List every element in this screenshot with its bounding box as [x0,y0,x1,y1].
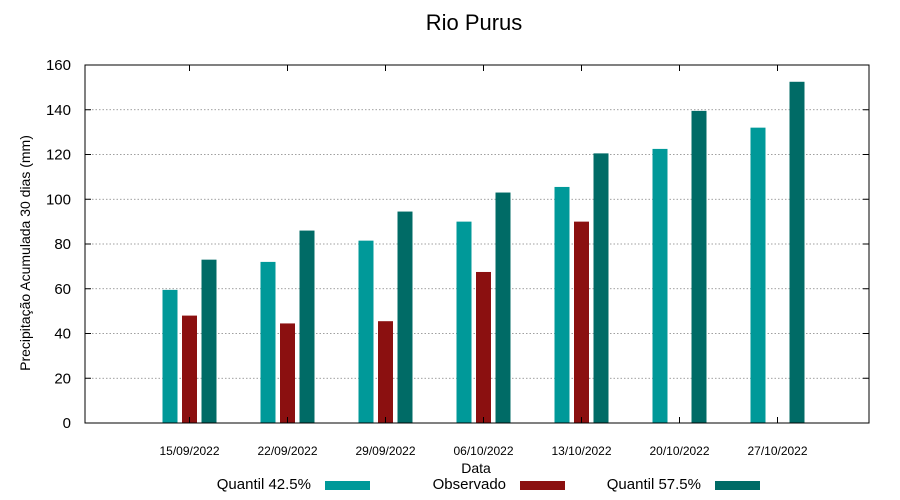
x-tick-label: 06/10/2022 [453,444,513,458]
y-tick-label: 80 [54,236,71,253]
y-tick-label: 60 [54,281,71,298]
x-axis-label: Data [461,460,491,476]
bar-quantil-57-5- [691,110,707,424]
bar-quantil-42-5- [358,240,374,423]
legend-swatch [325,481,370,490]
bar-quantil-42-5- [554,186,570,423]
legend-swatch [520,481,565,490]
chart-title: Rio Purus [426,10,523,35]
y-tick-label: 0 [63,415,71,432]
x-tick-label: 22/09/2022 [257,444,317,458]
bar-quantil-42-5- [260,261,276,423]
y-tick-label: 40 [54,326,71,343]
bar-quantil-57-5- [495,192,511,423]
legend-label: Observado [433,476,506,493]
bar-observado [574,221,589,423]
bar-observado [280,323,295,423]
y-axis-label: Precipitação Acumulada 30 dias (mm) [17,135,33,371]
bar-quantil-57-5- [201,259,217,423]
bar-quantil-42-5- [652,148,668,423]
y-tick-label: 20 [54,370,71,387]
bars [162,81,805,424]
x-axis-ticks: 15/09/2022 22/09/2022 29/09/2022 06/10/2022… [159,65,808,458]
x-tick-label: 20/10/2022 [649,444,709,458]
bar-observado [476,271,491,423]
bar-quantil-42-5- [750,127,766,424]
x-tick-label: 29/09/2022 [355,444,415,458]
bar-quantil-57-5- [789,81,805,423]
x-tick-label: 13/10/2022 [551,444,611,458]
bar-observado [378,321,393,423]
legend-label: Quantil 42.5% [217,476,311,493]
bar-quantil-57-5- [397,211,413,423]
bar-observado [182,315,197,423]
bar-quantil-42-5- [456,221,472,423]
y-tick-label: 120 [46,147,71,164]
legend: Quantil 42.5% Observado Quantil 57.5% [217,476,760,493]
x-tick-label: 15/09/2022 [159,444,219,458]
y-tick-label: 100 [46,191,71,208]
legend-swatch [715,481,760,490]
legend-label: Quantil 57.5% [607,476,701,493]
y-axis-ticks: 0 20 40 60 80 100 120 140 160 [46,57,869,432]
bar-quantil-57-5- [593,153,609,423]
y-tick-label: 160 [46,57,71,74]
bar-quantil-42-5- [162,289,178,423]
x-tick-label: 27/10/2022 [747,444,807,458]
y-tick-label: 140 [46,102,71,119]
bar-quantil-57-5- [299,230,315,423]
